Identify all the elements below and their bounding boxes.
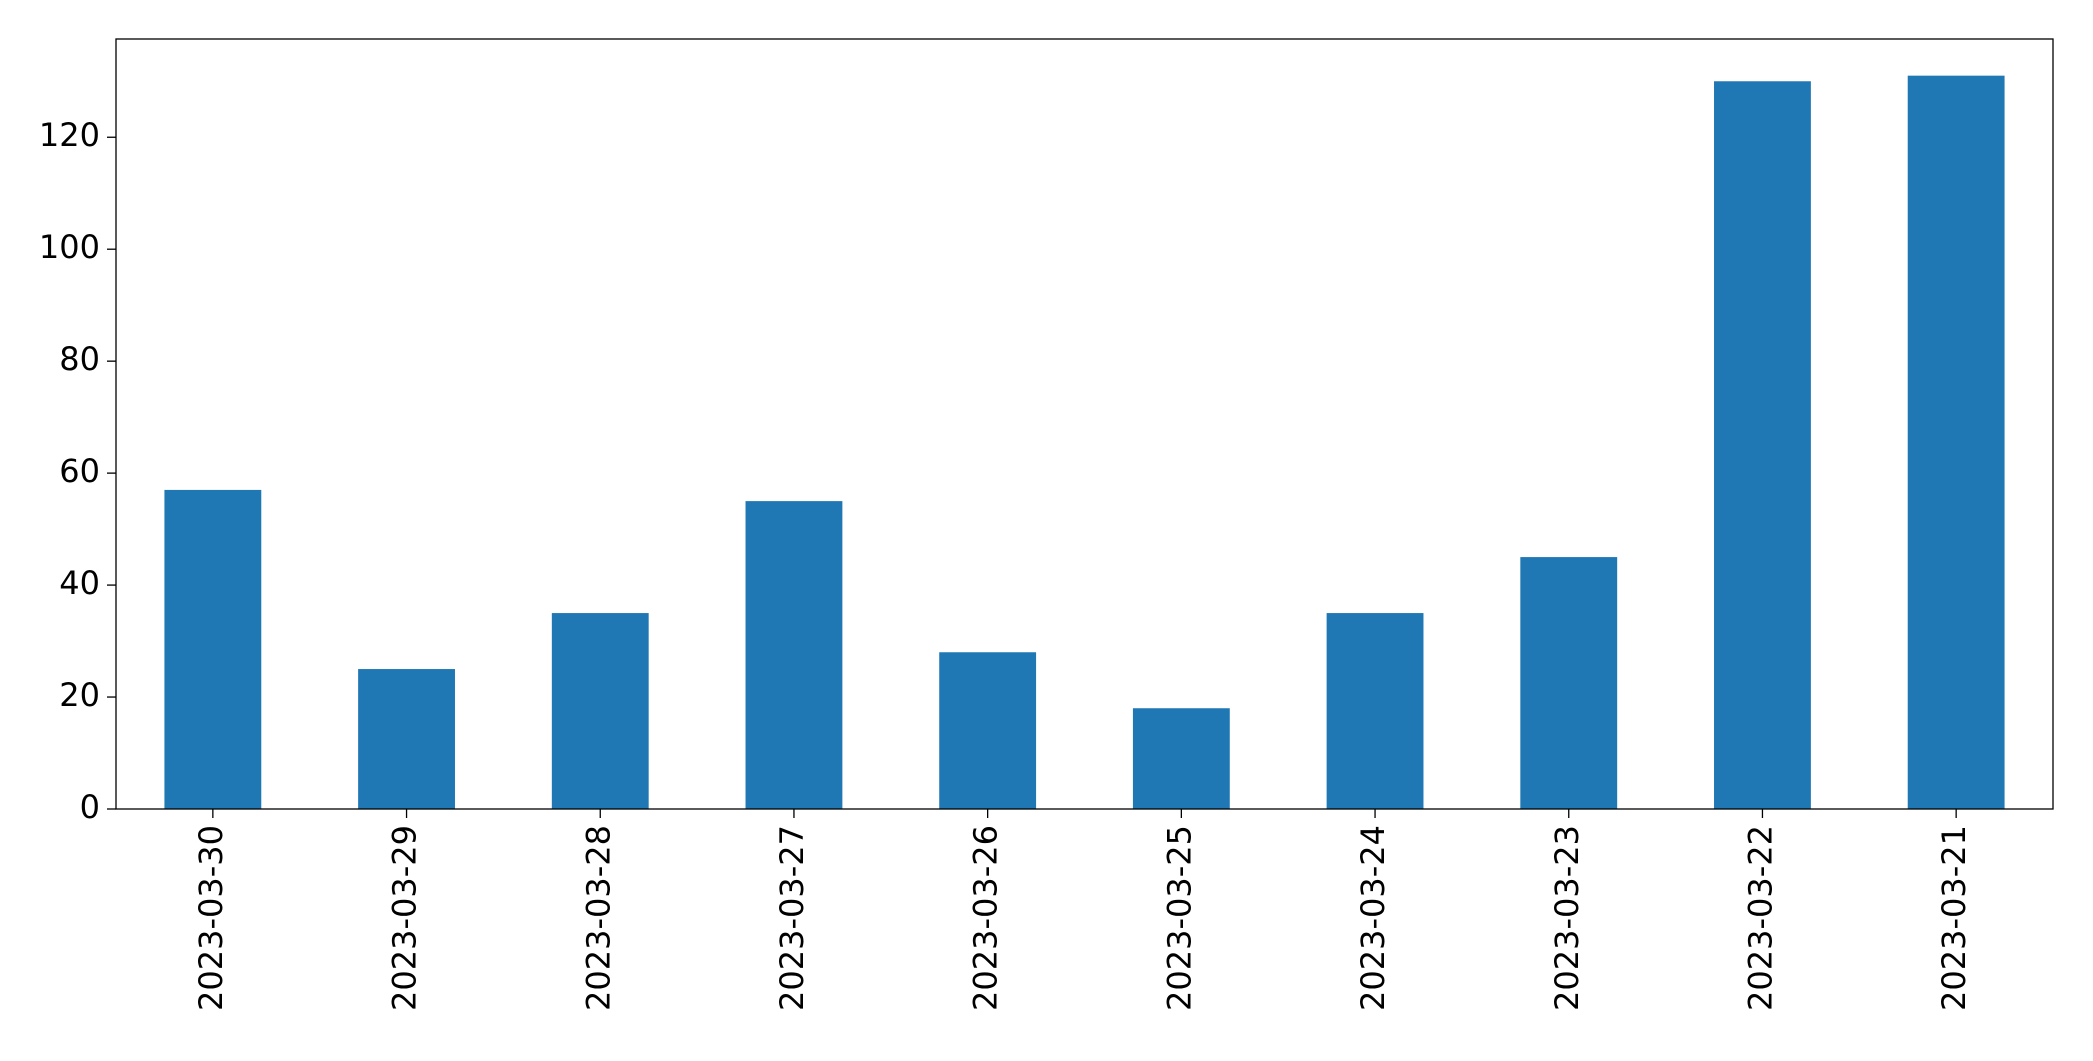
bar (551, 613, 649, 809)
x-tick-label: 2023-03-28 (579, 825, 617, 1011)
x-tick-label: 2023-03-29 (386, 825, 424, 1011)
bar (1714, 81, 1811, 809)
bar (164, 489, 262, 809)
bar (1326, 613, 1424, 809)
y-tick-label: 80 (59, 340, 100, 378)
x-tick-label: 2023-03-25 (1160, 825, 1198, 1011)
y-tick-label: 0 (80, 788, 100, 826)
y-tick-label: 60 (59, 452, 100, 490)
y-tick-label: 120 (39, 116, 100, 154)
bar (745, 501, 843, 809)
bar (1907, 75, 2005, 809)
bar (358, 669, 455, 809)
plot-frame (115, 38, 2054, 810)
x-tick-label: 2023-03-24 (1354, 825, 1392, 1011)
y-tick-label: 100 (39, 228, 100, 266)
x-tick-label: 2023-03-27 (773, 825, 811, 1011)
x-tick-label: 2023-03-22 (1741, 825, 1779, 1011)
bar (1520, 557, 1618, 809)
bar (1132, 708, 1230, 809)
y-tick-label: 40 (59, 564, 100, 602)
x-tick-label: 2023-03-26 (967, 825, 1005, 1011)
x-tick-label: 2023-03-23 (1548, 825, 1586, 1011)
x-tick-label: 2023-03-30 (192, 825, 230, 1011)
x-tick-label: 2023-03-21 (1935, 825, 1973, 1011)
y-tick-label: 20 (59, 676, 100, 714)
bar (939, 652, 1037, 809)
